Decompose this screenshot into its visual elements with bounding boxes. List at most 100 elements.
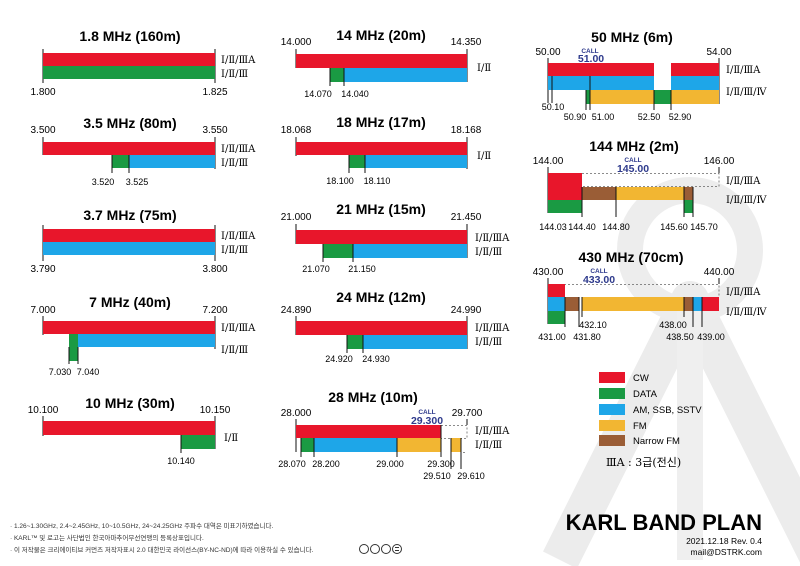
class-label: Ⅰ/Ⅱ/ⅢA [475,323,510,334]
tick-label: 7.030 [49,367,72,377]
segment-data [548,311,565,324]
band-title: 21 MHz (15m) [336,201,425,217]
tick-line [683,297,685,317]
segment-phone [693,297,702,311]
segment-fm [582,297,684,311]
tick-line [362,335,364,353]
legend-swatch-data [599,388,625,399]
freq-end: 18.168 [451,125,482,136]
class-label: Ⅰ/Ⅱ [477,63,491,74]
tick-label: 144.40 [568,222,596,232]
tick-line [77,347,79,364]
date-revision: 2021.12.18 Rev. 0.4 [686,536,762,546]
class-label: Ⅰ/Ⅱ/ⅢA [221,323,256,334]
tick-label: 50.10 [542,102,565,112]
segment-cw [296,142,467,155]
legend: CW DATA AM, SSB, SSTV FM Narrow FM ⅢA : … [599,372,702,469]
legend-label: DATA [633,389,658,400]
band-50mhz: 50 MHz (6m) 50.00 54.00 CALL 51.00 50.10… [535,29,767,122]
freq-end: 29.700 [452,408,483,419]
tick-line [581,187,583,217]
footnote: · KARL™ 및 로고는 사단법인 한국아마추어무선연맹의 등록상표입니다. [10,533,204,542]
branding: KARL BAND PLAN 2021.12.18 Rev. 0.4 mail@… [566,510,763,557]
freq-start: 10.100 [28,405,59,416]
segment-fm [451,438,461,452]
tick-line [701,297,703,327]
tick-label: 439.00 [697,332,725,342]
band-title: 10 MHz (30m) [85,395,174,411]
tick-label: 50.90 [564,112,587,122]
footnote: · 1.26~1.30GHz, 2.4~2.45GHz, 10~10.5GHz,… [10,521,273,530]
band-28mhz: 28 MHz (10m) 28.000 29.700 CALL 29.300 2… [278,389,510,481]
band-title: 24 MHz (12m) [336,289,425,305]
call-range-dashed [582,173,720,187]
tick-line [343,68,345,86]
tick-line [460,438,462,469]
tick-line [718,167,720,173]
class-label: Ⅰ/Ⅱ/Ⅲ [475,247,502,258]
segment-data [586,90,590,104]
tick-line [352,244,354,262]
segment-data [69,334,78,347]
freq-start: 3.790 [30,264,55,275]
freq-start: 24.890 [281,305,312,316]
segment-phone [671,76,719,90]
segment-data [654,90,671,104]
segment-phone [78,334,215,347]
freq-start: 7.000 [30,305,55,316]
tick-label: 432.10 [579,320,607,330]
band-title: 28 MHz (10m) [328,389,417,405]
tick-label: 29.510 [423,471,451,481]
nd-icon [395,550,399,551]
tick-label: 144.03 [539,222,567,232]
segment-phone [353,244,467,258]
freq-start: 430.00 [533,267,564,278]
tick-line [440,425,442,438]
band-3-7mhz: 3.7 MHz (75m) 3.790 3.800 Ⅰ/Ⅱ/ⅢA Ⅰ/Ⅱ/Ⅲ [30,207,256,275]
tick-label: 3.525 [126,177,149,187]
class-label: Ⅰ/Ⅱ/Ⅲ [221,245,248,256]
segment-data [69,347,78,361]
legend-label: CW [633,373,649,384]
tick-line [653,90,655,110]
band-title: 14 MHz (20m) [336,27,425,43]
band-title: 144 MHz (2m) [589,138,678,154]
tick-line [180,435,182,453]
legend-label: AM, SSB, SSTV [633,405,702,416]
segment-phone [314,438,397,452]
class-label: Ⅰ/Ⅱ/ⅢA [726,176,761,187]
freq-end: 7.200 [202,305,227,316]
tick-line [578,297,580,327]
segment-fm [616,187,684,200]
class-label: Ⅰ/Ⅱ/ⅢA [475,233,510,244]
contact-email: mail@DSTRK.com [691,547,762,557]
tick-label: 14.040 [341,89,369,99]
class-label: Ⅰ/Ⅱ/ⅢA [726,287,761,298]
class-label: Ⅰ/Ⅱ/Ⅲ/Ⅳ [726,307,767,318]
band-10mhz: 10 MHz (30m) 10.100 10.150 10.140 Ⅰ/Ⅱ [28,395,239,466]
plan-title: KARL BAND PLAN [566,510,762,535]
band-title: 1.8 MHz (160m) [79,28,180,44]
segment-data [347,335,363,349]
band-14mhz: 14 MHz (20m) 14.000 14.350 14.070 14.040… [281,27,492,99]
tick-line [440,438,442,457]
segment-phone [43,242,215,255]
band-title: 18 MHz (17m) [336,114,425,130]
segment-data [43,66,215,79]
nd-icon [392,544,402,554]
nd-icon [395,547,399,548]
freq-end: 3.550 [202,125,227,136]
tick-line [615,187,617,217]
tick-label: 145.70 [690,222,718,232]
freq-start: 14.000 [281,37,312,48]
legend-label: FM [633,421,647,432]
call-frequency: 145.00 [617,163,649,175]
tick-label: 52.90 [669,112,692,122]
tick-label: 29.610 [457,471,485,481]
tick-line [692,187,694,217]
segment-fm [397,438,441,452]
band-24mhz: 24 MHz (12m) 24.890 24.990 24.920 24.930… [281,289,510,364]
tick-line [111,155,113,173]
tick-label: 431.80 [573,332,601,342]
